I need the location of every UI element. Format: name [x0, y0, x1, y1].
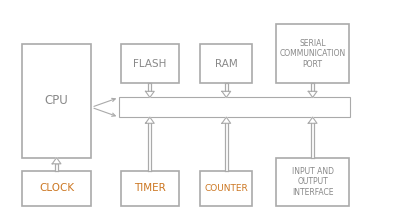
- Bar: [200, 44, 252, 83]
- Text: TIMER: TIMER: [134, 183, 166, 193]
- Polygon shape: [145, 91, 154, 97]
- Bar: [148, 83, 151, 91]
- Text: CPU: CPU: [45, 94, 68, 107]
- Text: RAM: RAM: [215, 58, 238, 69]
- Bar: [22, 44, 91, 158]
- Bar: [276, 24, 349, 83]
- Text: FLASH: FLASH: [133, 58, 167, 69]
- Bar: [311, 83, 314, 91]
- Bar: [311, 123, 314, 158]
- Bar: [121, 171, 179, 206]
- Bar: [148, 123, 151, 171]
- Text: SERIAL
COMMUNICATION
PORT: SERIAL COMMUNICATION PORT: [279, 39, 346, 69]
- Bar: [121, 44, 179, 83]
- Polygon shape: [222, 117, 231, 123]
- Bar: [55, 164, 58, 171]
- Text: INPUT AND
OUTPUT
INTERFACE: INPUT AND OUTPUT INTERFACE: [292, 167, 333, 197]
- Bar: [200, 171, 252, 206]
- Bar: [22, 171, 91, 206]
- Text: COUNTER: COUNTER: [204, 184, 248, 193]
- Polygon shape: [222, 91, 231, 97]
- Polygon shape: [145, 117, 154, 123]
- Bar: [119, 97, 350, 117]
- Bar: [276, 158, 349, 206]
- Polygon shape: [52, 158, 61, 164]
- Text: CLOCK: CLOCK: [39, 183, 74, 193]
- Bar: [225, 123, 228, 171]
- Bar: [225, 83, 228, 91]
- Polygon shape: [308, 117, 317, 123]
- Polygon shape: [308, 91, 317, 97]
